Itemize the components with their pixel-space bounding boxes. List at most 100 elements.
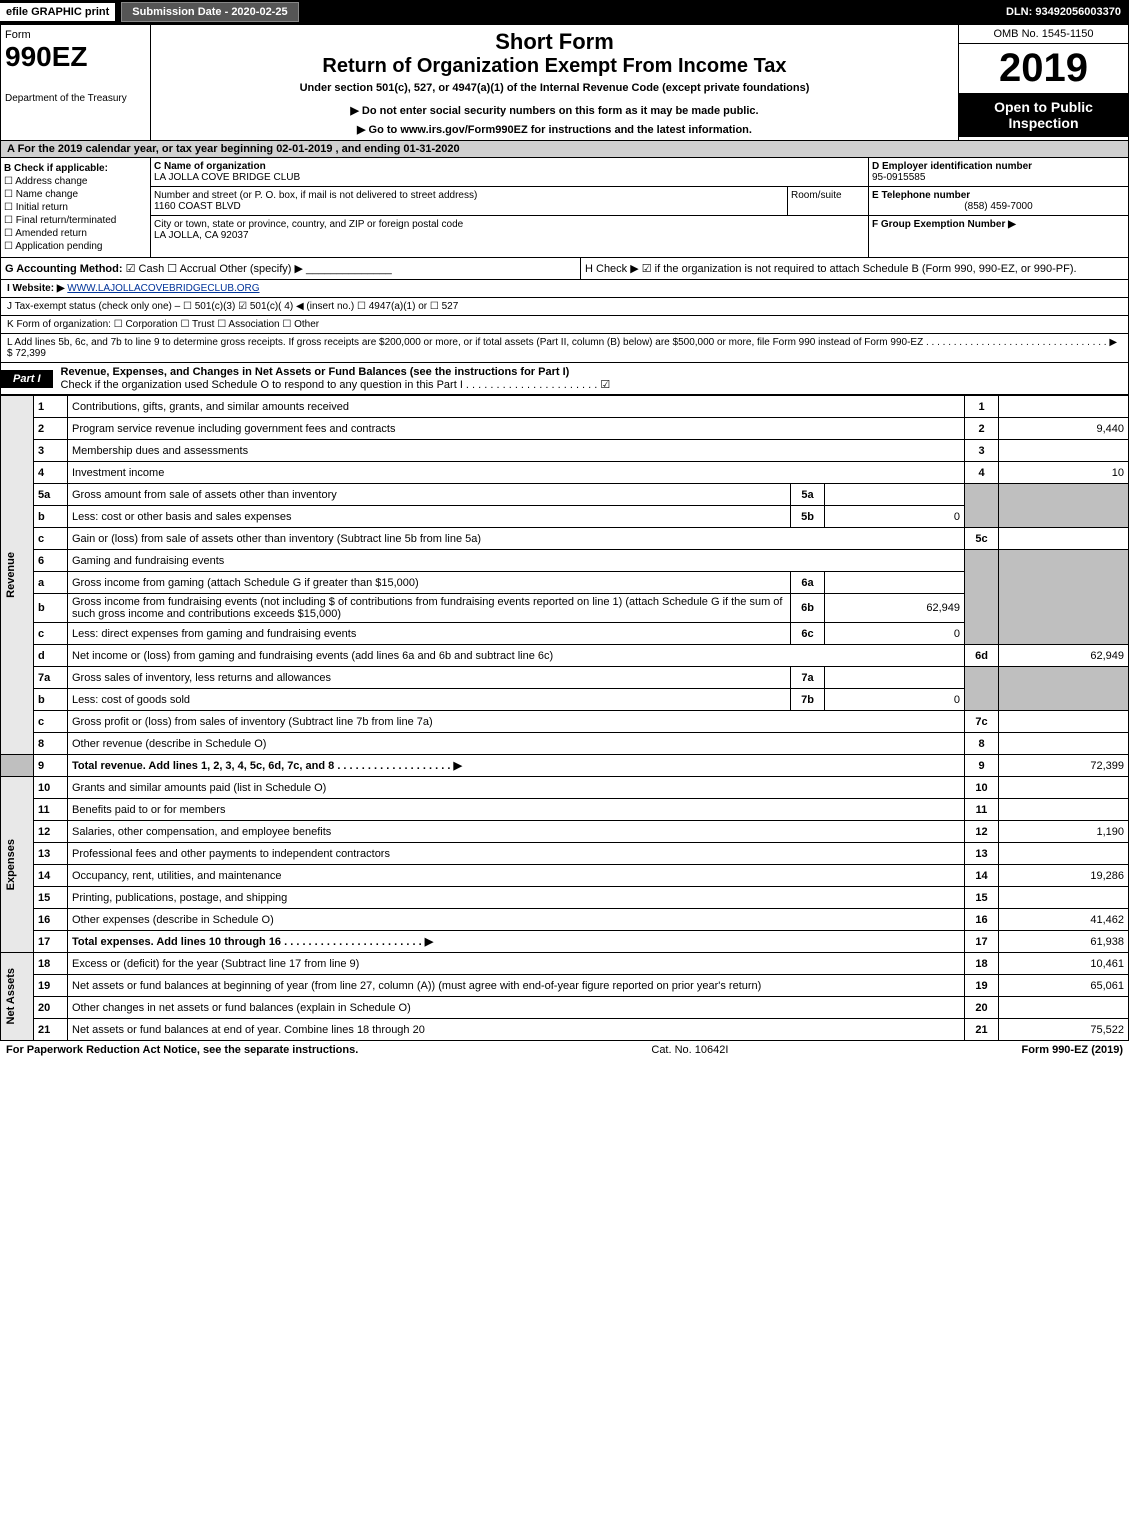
phone-value: (858) 459-7000 (872, 201, 1125, 212)
website-link[interactable]: WWW.LAJOLLACOVEBRIDGECLUB.ORG (67, 283, 259, 294)
line-16-val: 41,462 (999, 909, 1129, 931)
line-5c-val (999, 528, 1129, 550)
line-19-val: 65,061 (999, 975, 1129, 997)
g-label: G Accounting Method: (5, 263, 123, 275)
c-name-label: C Name of organization (154, 161, 266, 172)
line-10-desc: Grants and similar amounts paid (list in… (68, 777, 965, 799)
line-3-desc: Membership dues and assessments (68, 440, 965, 462)
city-label: City or town, state or province, country… (154, 219, 463, 230)
line-5b-val: 0 (825, 506, 965, 528)
line-1-val (999, 396, 1129, 418)
lines-table: Revenue 1Contributions, gifts, grants, a… (0, 395, 1129, 1041)
line-14-val: 19,286 (999, 865, 1129, 887)
paperwork-notice: For Paperwork Reduction Act Notice, see … (6, 1044, 358, 1056)
row-h: H Check ▶ ☑ if the organization is not r… (581, 258, 1128, 279)
line-8-desc: Other revenue (describe in Schedule O) (68, 733, 965, 755)
line-4-desc: Investment income (68, 462, 965, 484)
line-1-desc: Contributions, gifts, grants, and simila… (68, 396, 965, 418)
line-5a-desc: Gross amount from sale of assets other t… (68, 484, 791, 506)
line-7b-val: 0 (825, 689, 965, 711)
name-change[interactable]: ☐ Name change (4, 189, 147, 200)
form-label: Form (5, 29, 146, 41)
line-11-desc: Benefits paid to or for members (68, 799, 965, 821)
line-10-val (999, 777, 1129, 799)
line-6d-desc: Net income or (loss) from gaming and fun… (68, 645, 965, 667)
row-gh: G Accounting Method: ☑ Cash ☐ Accrual Ot… (0, 258, 1129, 280)
line-9-val: 72,399 (999, 755, 1129, 777)
group-exempt-label: F Group Exemption Number ▶ (872, 219, 1016, 230)
under-section: Under section 501(c), 527, or 4947(a)(1)… (155, 82, 954, 94)
top-bar: efile GRAPHIC print Submission Date - 20… (0, 0, 1129, 24)
cat-no: Cat. No. 10642I (358, 1044, 1021, 1056)
box-c: C Name of organization LA JOLLA COVE BRI… (151, 158, 868, 257)
form-header: Form 990EZ Department of the Treasury Sh… (0, 24, 1129, 141)
line-6c-val: 0 (825, 623, 965, 645)
dept-label: Department of the Treasury (5, 93, 146, 104)
g-cash[interactable]: ☑ Cash (126, 263, 165, 275)
app-pending[interactable]: ☐ Application pending (4, 241, 147, 252)
line-3-val (999, 440, 1129, 462)
submission-button[interactable]: Submission Date - 2020-02-25 (121, 2, 298, 22)
line-6b-desc: Gross income from fundraising events (no… (68, 594, 791, 623)
line-12-desc: Salaries, other compensation, and employ… (68, 821, 965, 843)
line-7c-desc: Gross profit or (loss) from sales of inv… (68, 711, 965, 733)
line-19-desc: Net assets or fund balances at beginning… (68, 975, 965, 997)
header-mid: Short Form Return of Organization Exempt… (151, 25, 958, 140)
line-2-val: 9,440 (999, 418, 1129, 440)
initial-return[interactable]: ☐ Initial return (4, 202, 147, 213)
addr-change[interactable]: ☐ Address change (4, 176, 147, 187)
g-other[interactable]: Other (specify) ▶ (219, 263, 303, 275)
org-name: LA JOLLA COVE BRIDGE CLUB (154, 172, 300, 183)
line-16-desc: Other expenses (describe in Schedule O) (68, 909, 965, 931)
line-7c-val (999, 711, 1129, 733)
line-15-desc: Printing, publications, postage, and shi… (68, 887, 965, 909)
line-13-val (999, 843, 1129, 865)
line-2-desc: Program service revenue including govern… (68, 418, 965, 440)
room-suite-label: Room/suite (788, 187, 868, 215)
line-12-val: 1,190 (999, 821, 1129, 843)
phone-label: E Telephone number (872, 190, 970, 201)
row-i: I Website: ▶ WWW.LAJOLLACOVEBRIDGECLUB.O… (0, 280, 1129, 298)
line-17-desc: Total expenses. Add lines 10 through 16 … (68, 931, 965, 953)
no-ssn-notice: ▶ Do not enter social security numbers o… (155, 104, 954, 117)
amended-return[interactable]: ☐ Amended return (4, 228, 147, 239)
info-block: B Check if applicable: ☐ Address change … (0, 158, 1129, 258)
line-21-val: 75,522 (999, 1019, 1129, 1041)
row-j: J Tax-exempt status (check only one) – ☐… (0, 298, 1129, 316)
header-left: Form 990EZ Department of the Treasury (1, 25, 151, 140)
final-return[interactable]: ☐ Final return/terminated (4, 215, 147, 226)
line-13-desc: Professional fees and other payments to … (68, 843, 965, 865)
street-label: Number and street (or P. O. box, if mail… (154, 190, 477, 201)
line-17-val: 61,938 (999, 931, 1129, 953)
row-l: L Add lines 5b, 6c, and 7b to line 9 to … (0, 334, 1129, 363)
row-g: G Accounting Method: ☑ Cash ☐ Accrual Ot… (1, 258, 581, 279)
line-6c-desc: Less: direct expenses from gaming and fu… (68, 623, 791, 645)
line-5a-val (825, 484, 965, 506)
return-title: Return of Organization Exempt From Incom… (155, 55, 954, 78)
street-value: 1160 COAST BLVD (154, 201, 241, 212)
part-i-tag: Part I (1, 370, 53, 388)
line-18-desc: Excess or (deficit) for the year (Subtra… (68, 953, 965, 975)
tax-year: 2019 (959, 44, 1128, 93)
line-18-val: 10,461 (999, 953, 1129, 975)
line-5c-desc: Gain or (loss) from sale of assets other… (68, 528, 965, 550)
netassets-side: Net Assets (5, 968, 17, 1024)
line-20-desc: Other changes in net assets or fund bala… (68, 997, 965, 1019)
line-7a-val (825, 667, 965, 689)
dln-label: DLN: 93492056003370 (1006, 6, 1129, 18)
row-k: K Form of organization: ☐ Corporation ☐ … (0, 316, 1129, 334)
line-7a-desc: Gross sales of inventory, less returns a… (68, 667, 791, 689)
part-i-sub: Check if the organization used Schedule … (61, 379, 611, 391)
line-21-desc: Net assets or fund balances at end of ye… (68, 1019, 965, 1041)
g-accrual[interactable]: ☐ Accrual (167, 263, 216, 275)
part-i-header: Part I Revenue, Expenses, and Changes in… (0, 363, 1129, 395)
footer: For Paperwork Reduction Act Notice, see … (0, 1041, 1129, 1059)
header-right: OMB No. 1545-1150 2019 Open to Public In… (958, 25, 1128, 140)
line-6a-val (825, 572, 965, 594)
efile-label: efile GRAPHIC print (0, 3, 115, 21)
line-6-desc: Gaming and fundraising events (68, 550, 965, 572)
box-def: D Employer identification number 95-0915… (868, 158, 1128, 257)
goto-link[interactable]: ▶ Go to www.irs.gov/Form990EZ for instru… (155, 123, 954, 136)
omb-number: OMB No. 1545-1150 (959, 25, 1128, 44)
city-value: LA JOLLA, CA 92037 (154, 230, 249, 241)
